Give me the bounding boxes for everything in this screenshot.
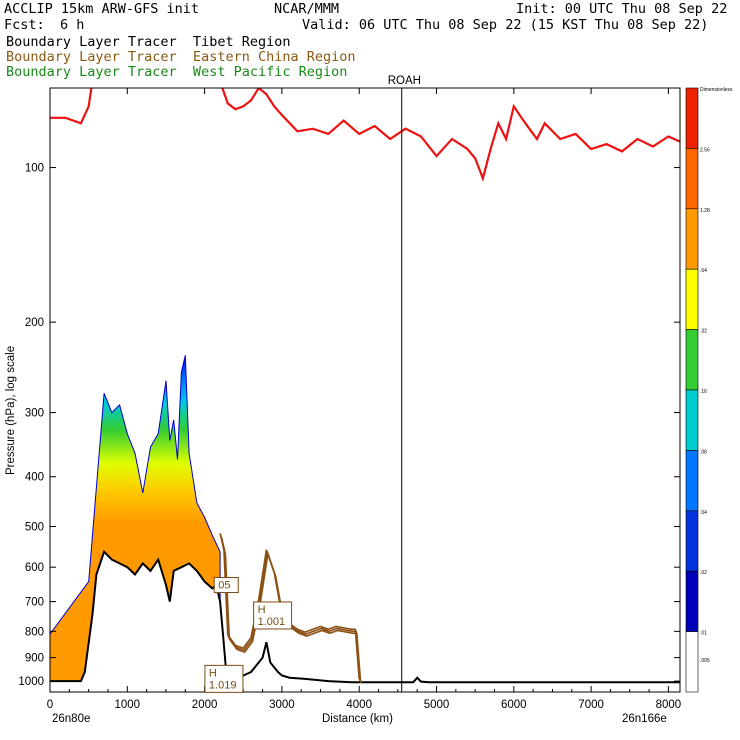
- y-tick-label: 900: [25, 653, 44, 665]
- y-tick-label: 1000: [18, 676, 44, 688]
- colorbar-label: 2.56: [700, 147, 710, 153]
- forecast-label: Fcst:: [4, 17, 45, 33]
- right-endpoint-label: 26n166e: [622, 713, 667, 725]
- x-tick-label: 2000: [192, 699, 218, 711]
- contour-annotation-text: 1.019: [209, 679, 237, 691]
- y-tick-label: 700: [25, 597, 44, 609]
- contour-annotation-box: [253, 601, 293, 630]
- colorbar-label: .04: [700, 510, 707, 516]
- colorbar-segment: [685, 268, 699, 330]
- colorbar-label: .08: [700, 449, 707, 455]
- colorbar-segment: [685, 510, 699, 572]
- y-tick-label: 100: [25, 163, 44, 175]
- colorbar-label: 1.28: [700, 208, 710, 214]
- left-endpoint-label: 26n80e: [52, 713, 90, 725]
- legend-eastern-china-tracer: Boundary Layer Tracer Eastern China Regi…: [6, 49, 356, 65]
- colorbar-segment: [685, 450, 699, 512]
- y-tick-label: 200: [25, 317, 44, 329]
- contour-annotation-text: 1.001: [258, 616, 286, 628]
- x-axis-title: Distance (km): [322, 713, 393, 725]
- y-tick-label: 800: [25, 626, 44, 638]
- y-axis-title: Pressure (hPa), log scale: [5, 346, 17, 475]
- y-tick-label: 600: [25, 562, 44, 574]
- legend-tibet-tracer: Boundary Layer Tracer Tibet Region: [6, 34, 291, 50]
- valid-time: Valid: 06 UTC Thu 08 Sep 22 (15 KST Thu …: [302, 17, 709, 33]
- terrain-line: [50, 549, 680, 684]
- terrain-layer: [50, 549, 680, 692]
- colorbar-segment: [685, 329, 699, 391]
- contour-annotation-box: [213, 577, 239, 594]
- tropopause-line: [50, 88, 680, 182]
- org-label: NCAR/MMM: [274, 1, 340, 17]
- station-label: ROAH: [388, 75, 421, 87]
- colorbar-label: .64: [700, 268, 707, 274]
- init-time: Init: 00 UTC Thu 08 Sep 22: [516, 1, 728, 17]
- model-title: ACCLIP 15km ARW-GFS init: [4, 1, 200, 17]
- colorbar-segment: [685, 208, 699, 270]
- contour-annotation-text: H: [258, 604, 266, 616]
- x-tick-label: 6000: [501, 699, 527, 711]
- colorbar-segment: [685, 570, 699, 632]
- y-tick-label: 300: [25, 408, 44, 420]
- contour-annotation-text: 05: [218, 580, 230, 592]
- contour-annotation-text: H: [209, 667, 217, 679]
- x-tick-label: 7000: [578, 699, 604, 711]
- x-tick-label: 8000: [656, 699, 682, 711]
- terrain-fill: [50, 551, 680, 692]
- x-tick-label: 4000: [346, 699, 372, 711]
- colorbar-segment: [685, 148, 699, 210]
- colorbar-label: .16: [700, 389, 707, 395]
- contour-annotation-box: [204, 664, 244, 693]
- colorbar: Dimensionless 2.56 1.28 .64 .32 .16 .08 .04 .02.…: [685, 87, 733, 693]
- legend-west-pacific-tracer: Boundary Layer Tracer West Pacific Regio…: [6, 64, 348, 80]
- colorbar-segment: [685, 631, 699, 693]
- colorbar-label: .32: [700, 329, 707, 335]
- plot-frame: [49, 87, 681, 693]
- colorbar-label: .005: [700, 658, 710, 664]
- x-tick-label: 5000: [424, 699, 450, 711]
- colorbar-segment: [685, 389, 699, 451]
- colorbar-label: .02: [700, 570, 707, 576]
- forecast-hours: 6 h: [60, 17, 85, 33]
- x-tick-label: 3000: [269, 699, 295, 711]
- colorbar-segment: [685, 87, 699, 149]
- x-tick-label: 0: [47, 699, 53, 711]
- y-tick-label: 400: [25, 472, 44, 484]
- y-tick-label: 500: [25, 522, 44, 534]
- x-tick-label: 1000: [115, 699, 141, 711]
- colorbar-label: .01: [700, 631, 707, 637]
- colorbar-label: Dimensionless: [700, 87, 733, 93]
